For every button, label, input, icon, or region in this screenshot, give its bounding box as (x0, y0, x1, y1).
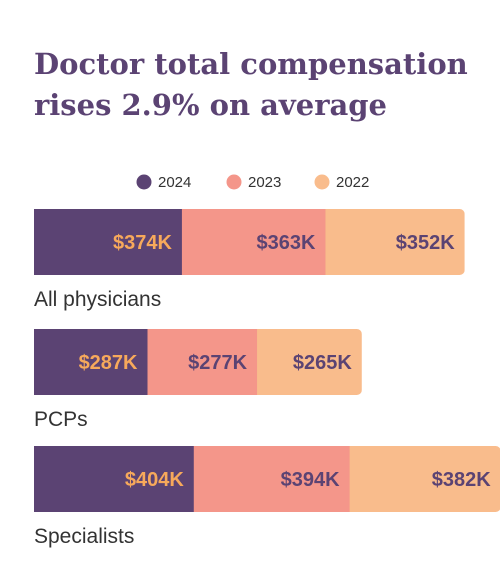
bar-group-0 (34, 209, 465, 275)
category-label: PCPs (34, 408, 88, 431)
bar-value-label: $382K (432, 469, 491, 491)
bar-value-label: $394K (281, 469, 340, 491)
bar-segment-2023 (193, 446, 351, 512)
bar-value-label: $363K (257, 232, 316, 254)
bar-group-2 (34, 446, 500, 512)
bar-value-label: $404K (125, 469, 184, 491)
legend-item-2022: 2022 (314, 174, 369, 191)
bar-group-1 (34, 329, 362, 395)
bar-segment-2024 (34, 329, 149, 395)
category-label: All physicians (34, 288, 161, 311)
legend-label: 2023 (248, 174, 281, 191)
legend-swatch (314, 174, 330, 190)
bar-segment-2023 (181, 209, 326, 275)
legend-swatch (226, 174, 242, 190)
bar-segment-2022 (325, 209, 465, 275)
bar-value-label: $265K (293, 352, 352, 374)
bar-value-label: $352K (396, 232, 455, 254)
category-label: Specialists (34, 525, 134, 548)
bar-segment-2024 (34, 209, 183, 275)
legend-item-2024: 2024 (136, 174, 191, 191)
bar-segment-2024 (34, 446, 195, 512)
legend-label: 2022 (336, 174, 369, 191)
bar-segment-2022 (349, 446, 500, 512)
legend-label: 2024 (158, 174, 191, 191)
legend-swatch (136, 174, 152, 190)
chart-title: Doctor total compensation rises 2.9% on … (34, 47, 468, 122)
bar-value-label: $374K (113, 232, 172, 254)
bar-segment-2023 (147, 329, 258, 395)
bar-segment-2022 (257, 329, 362, 395)
legend-item-2023: 2023 (226, 174, 281, 191)
bar-value-label: $287K (79, 352, 138, 374)
bar-value-label: $277K (188, 352, 247, 374)
